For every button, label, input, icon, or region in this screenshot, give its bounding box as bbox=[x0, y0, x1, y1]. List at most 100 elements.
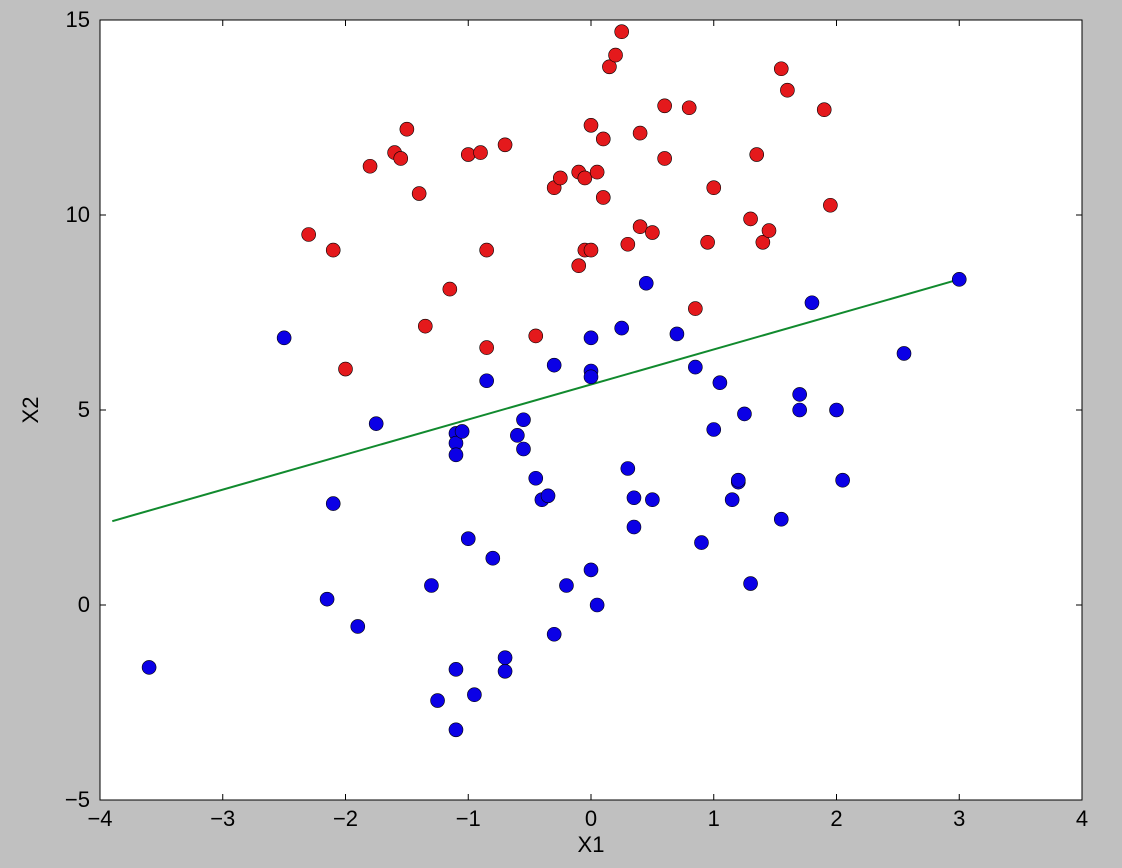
scatter-point bbox=[627, 520, 641, 534]
scatter-point bbox=[762, 224, 776, 238]
scatter-point bbox=[461, 148, 475, 162]
scatter-point bbox=[725, 493, 739, 507]
y-tick-label: 15 bbox=[66, 7, 90, 32]
y-axis-label: X2 bbox=[18, 397, 43, 424]
scatter-point bbox=[553, 171, 567, 185]
scatter-point bbox=[830, 403, 844, 417]
scatter-point bbox=[615, 321, 629, 335]
scatter-point bbox=[707, 181, 721, 195]
scatter-point bbox=[658, 151, 672, 165]
scatter-point bbox=[541, 489, 555, 503]
scatter-point bbox=[277, 331, 291, 345]
scatter-point bbox=[737, 407, 751, 421]
scatter-point bbox=[836, 473, 850, 487]
scatter-point bbox=[443, 282, 457, 296]
scatter-point bbox=[584, 118, 598, 132]
scatter-point bbox=[707, 423, 721, 437]
y-tick-label: 10 bbox=[66, 202, 90, 227]
x-tick-label: −4 bbox=[87, 806, 112, 831]
scatter-point bbox=[688, 360, 702, 374]
scatter-point bbox=[449, 662, 463, 676]
scatter-point bbox=[320, 592, 334, 606]
scatter-point bbox=[559, 579, 573, 593]
scatter-point bbox=[486, 551, 500, 565]
x-tick-label: −2 bbox=[333, 806, 358, 831]
scatter-point bbox=[547, 627, 561, 641]
scatter-point bbox=[701, 235, 715, 249]
scatter-point bbox=[633, 126, 647, 140]
scatter-point bbox=[694, 536, 708, 550]
scatter-point bbox=[351, 619, 365, 633]
scatter-point bbox=[615, 25, 629, 39]
scatter-point bbox=[590, 165, 604, 179]
y-tick-label: −5 bbox=[65, 787, 90, 812]
scatter-point bbox=[627, 491, 641, 505]
scatter-point bbox=[572, 259, 586, 273]
scatter-point bbox=[584, 563, 598, 577]
x-tick-label: 3 bbox=[953, 806, 965, 831]
scatter-point bbox=[394, 151, 408, 165]
scatter-point bbox=[584, 331, 598, 345]
scatter-point bbox=[578, 171, 592, 185]
scatter-point bbox=[780, 83, 794, 97]
scatter-point bbox=[645, 226, 659, 240]
scatter-point bbox=[682, 101, 696, 115]
x-tick-label: 0 bbox=[585, 806, 597, 831]
scatter-point bbox=[498, 664, 512, 678]
scatter-point bbox=[805, 296, 819, 310]
scatter-point bbox=[621, 237, 635, 251]
x-tick-label: 1 bbox=[708, 806, 720, 831]
scatter-point bbox=[713, 376, 727, 390]
scatter-point bbox=[584, 243, 598, 257]
scatter-point bbox=[609, 48, 623, 62]
scatter-point bbox=[633, 220, 647, 234]
y-tick-label: 0 bbox=[78, 592, 90, 617]
scatter-point bbox=[793, 403, 807, 417]
scatter-point bbox=[529, 329, 543, 343]
scatter-point bbox=[510, 428, 524, 442]
scatter-point bbox=[326, 243, 340, 257]
scatter-point bbox=[645, 493, 659, 507]
scatter-point bbox=[750, 148, 764, 162]
scatter-point bbox=[400, 122, 414, 136]
scatter-point bbox=[823, 198, 837, 212]
scatter-point bbox=[369, 417, 383, 431]
scatter-point bbox=[467, 688, 481, 702]
scatter-point bbox=[474, 146, 488, 160]
x-tick-label: −3 bbox=[210, 806, 235, 831]
y-tick-label: 5 bbox=[78, 397, 90, 422]
scatter-point bbox=[455, 424, 469, 438]
scatter-point bbox=[142, 660, 156, 674]
scatter-point bbox=[480, 243, 494, 257]
scatter-point bbox=[498, 138, 512, 152]
scatter-point bbox=[418, 319, 432, 333]
scatter-point bbox=[817, 103, 831, 117]
scatter-point bbox=[431, 694, 445, 708]
scatter-point bbox=[529, 471, 543, 485]
scatter-chart: −4−3−2−101234−5051015X1X2 bbox=[0, 0, 1122, 868]
scatter-point bbox=[449, 448, 463, 462]
scatter-point bbox=[744, 212, 758, 226]
scatter-point bbox=[584, 370, 598, 384]
scatter-point bbox=[498, 651, 512, 665]
scatter-point bbox=[897, 346, 911, 360]
scatter-point bbox=[363, 159, 377, 173]
scatter-point bbox=[744, 577, 758, 591]
scatter-point bbox=[449, 723, 463, 737]
scatter-point bbox=[480, 341, 494, 355]
scatter-point bbox=[774, 512, 788, 526]
x-tick-label: 2 bbox=[830, 806, 842, 831]
scatter-point bbox=[952, 272, 966, 286]
x-tick-label: −1 bbox=[456, 806, 481, 831]
x-tick-label: 4 bbox=[1076, 806, 1088, 831]
scatter-point bbox=[590, 598, 604, 612]
scatter-point bbox=[339, 362, 353, 376]
scatter-point bbox=[731, 473, 745, 487]
scatter-point bbox=[302, 228, 316, 242]
scatter-point bbox=[621, 462, 635, 476]
scatter-point bbox=[424, 579, 438, 593]
scatter-point bbox=[596, 132, 610, 146]
scatter-point bbox=[658, 99, 672, 113]
scatter-point bbox=[639, 276, 653, 290]
scatter-point bbox=[670, 327, 684, 341]
